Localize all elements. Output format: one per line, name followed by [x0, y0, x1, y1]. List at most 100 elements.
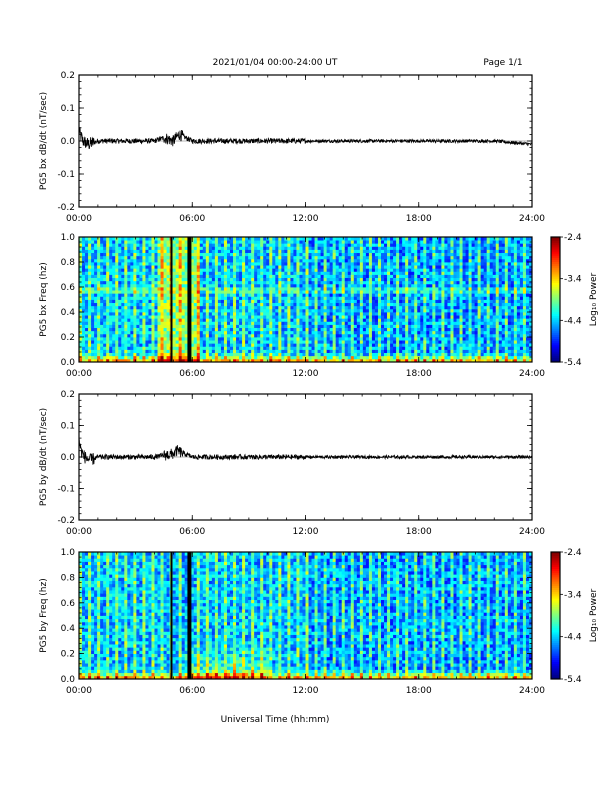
heatmap-cell: [326, 265, 331, 269]
heatmap-cell: [350, 274, 355, 279]
heatmap-cell: [272, 340, 276, 344]
heatmap-cell: [257, 258, 261, 263]
heatmap-cell: [88, 302, 92, 307]
heatmap-cell: [85, 252, 89, 257]
heatmap-cell: [444, 346, 448, 350]
heatmap-cell: [359, 340, 364, 344]
heatmap-cell: [109, 327, 113, 332]
heatmap-cell: [326, 340, 331, 344]
heatmap-cell: [332, 355, 337, 360]
heatmap-cell: [417, 252, 421, 257]
heatmap-cell: [302, 337, 306, 341]
heatmap-cell: [362, 240, 367, 244]
heatmap-cell: [115, 252, 119, 257]
heatmap-cell: [190, 262, 195, 266]
heatmap-cell: [220, 312, 225, 316]
heatmap-cell: [405, 318, 409, 322]
heatmap-cell: [230, 252, 234, 257]
heatmap-cell: [405, 299, 409, 304]
heatmap-cell: [245, 337, 249, 341]
heatmap-cell: [384, 327, 388, 332]
heatmap-cell: [281, 305, 285, 310]
heatmap-cell: [329, 321, 334, 325]
heatmap-cell: [94, 237, 98, 241]
heatmap-cell: [411, 321, 415, 325]
heatmap-cell: [133, 290, 137, 294]
heatmap-cell: [199, 280, 204, 285]
heatmap-cell: [332, 249, 337, 254]
heatmap-cell: [432, 299, 436, 304]
heatmap-cell: [202, 333, 207, 338]
heatmap-cell: [181, 333, 186, 338]
heatmap-cell: [172, 280, 177, 285]
heatmap-cell: [127, 346, 131, 350]
heatmap-cell: [263, 312, 267, 316]
heatmap-cell: [263, 268, 267, 272]
heatmap-cell: [260, 252, 264, 257]
heatmap-cell: [239, 324, 243, 329]
heatmap-cell: [133, 293, 137, 297]
heatmap-cell: [423, 352, 427, 357]
heatmap-cell: [79, 318, 83, 322]
heatmap-cell: [438, 268, 442, 272]
heatmap-cell: [257, 296, 261, 300]
heatmap-cell: [85, 305, 89, 310]
heatmap-cell: [290, 296, 294, 300]
heatmap-cell: [127, 255, 131, 260]
heatmap-cell: [211, 271, 216, 275]
heatmap-cell: [214, 324, 219, 329]
heatmap-cell: [371, 308, 376, 313]
heatmap-cell: [136, 333, 140, 338]
heatmap-cell: [154, 302, 158, 307]
heatmap-cell: [420, 237, 424, 241]
heatmap-cell: [311, 318, 315, 322]
heatmap-cell: [145, 352, 149, 357]
heatmap-cell: [347, 271, 352, 275]
heatmap-cell: [405, 337, 409, 341]
heatmap-cell: [124, 249, 128, 254]
heatmap-cell: [199, 302, 204, 307]
heatmap-cell: [393, 296, 397, 300]
heatmap-cell: [233, 277, 237, 282]
heatmap-cell: [248, 302, 252, 307]
heatmap-cell: [417, 262, 421, 266]
heatmap-cell: [184, 262, 189, 266]
heatmap-cell: [326, 321, 331, 325]
heatmap-cell: [145, 283, 149, 288]
heatmap-cell: [332, 305, 337, 310]
heatmap-cell: [193, 296, 198, 300]
heatmap-cell: [139, 290, 143, 294]
heatmap-cell: [220, 340, 225, 344]
heatmap-cell: [88, 346, 92, 350]
heatmap-cell: [178, 271, 183, 275]
heatmap-cell: [329, 296, 334, 300]
heatmap-cell: [109, 355, 113, 360]
heatmap-cell: [332, 246, 337, 250]
heatmap-cell: [423, 327, 427, 332]
heatmap-cell: [233, 327, 237, 332]
heatmap-cell: [115, 240, 119, 244]
heatmap-cell: [193, 280, 198, 285]
series-line: [78, 127, 532, 149]
heatmap-cell: [136, 352, 140, 357]
heatmap-cell: [368, 312, 373, 316]
heatmap-cell: [359, 280, 364, 285]
heatmap-cell: [157, 355, 161, 360]
heatmap-cell: [377, 302, 382, 307]
heatmap-cell: [381, 293, 385, 297]
heatmap-cell: [163, 240, 167, 244]
heatmap-cell: [254, 296, 258, 300]
heatmap-cell: [311, 324, 315, 329]
heatmap-cell: [82, 302, 86, 307]
heatmap-cell: [217, 355, 222, 360]
heatmap-cell: [293, 290, 297, 294]
heatmap-cell: [353, 280, 358, 285]
heatmap-cell: [305, 265, 309, 269]
heatmap-cell: [220, 302, 225, 307]
heatmap-cell: [88, 287, 92, 291]
heatmap-cell: [217, 327, 222, 332]
heatmap-cell: [281, 333, 285, 338]
heatmap-cell: [284, 346, 288, 350]
heatmap-cell: [239, 246, 243, 250]
heatmap-cell: [145, 355, 149, 360]
